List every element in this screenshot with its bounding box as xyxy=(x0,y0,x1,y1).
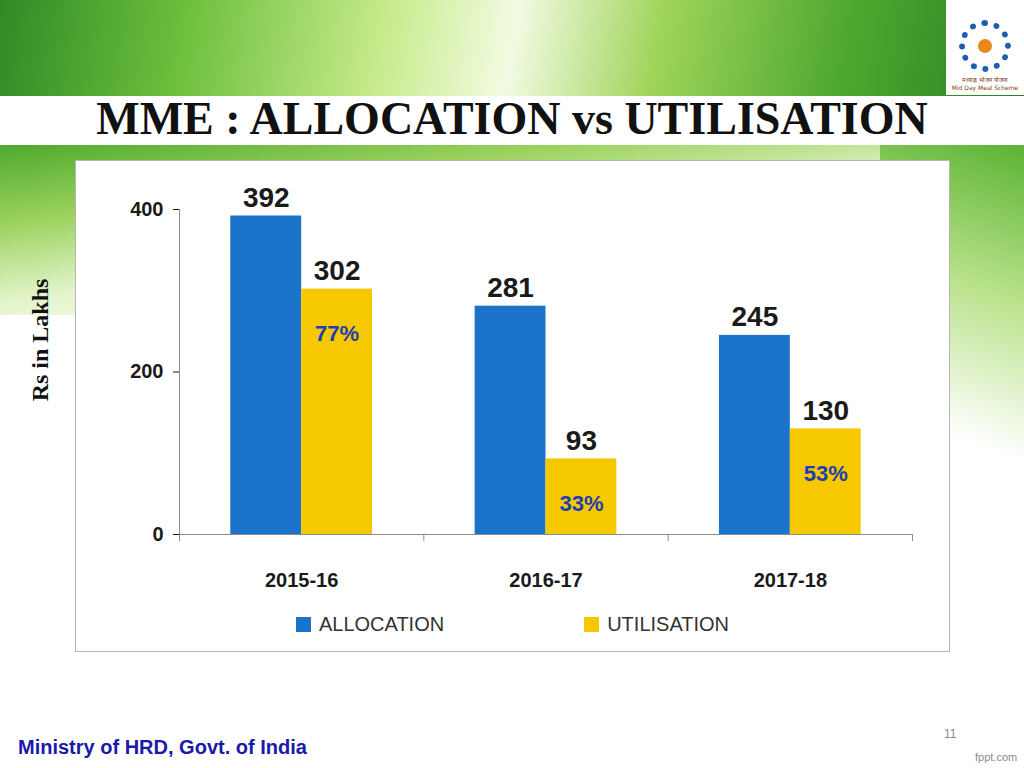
svg-text:200: 200 xyxy=(130,360,163,382)
html-text:Rs in Lakhs: Rs in Lakhs xyxy=(26,278,53,402)
svg-text:2016-17: 2016-17 xyxy=(509,569,582,591)
html-text:Ministry of HRD, Govt. of Indi: Ministry of HRD, Govt. of India xyxy=(18,736,307,758)
svg-text:130: 130 xyxy=(802,395,849,426)
svg-text:245: 245 xyxy=(732,301,779,332)
html-text:11: 11 xyxy=(944,727,957,741)
html-text:Mid Day Meal Scheme: Mid Day Meal Scheme xyxy=(951,84,1019,91)
html-text:MME : ALLOCATION vs UTILISATIO: MME : ALLOCATION vs UTILISATION xyxy=(96,93,928,144)
svg-text:77%: 77% xyxy=(315,321,359,346)
svg-text:392: 392 xyxy=(243,182,290,213)
svg-text:0: 0 xyxy=(152,523,163,545)
svg-text:53%: 53% xyxy=(804,461,848,486)
html-text:fppt.com: fppt.com xyxy=(975,751,1018,763)
html-text:ALLOCATION: ALLOCATION xyxy=(319,613,445,635)
svg-text:93: 93 xyxy=(566,425,597,456)
html-text:मध्याह्न भोजन योजना: मध्याह्न भोजन योजना xyxy=(962,76,1008,83)
svg-text:400: 400 xyxy=(130,198,163,220)
svg-text:281: 281 xyxy=(487,272,534,303)
html-text:UTILISATION: UTILISATION xyxy=(607,613,729,635)
svg-text:2017-18: 2017-18 xyxy=(754,569,827,591)
svg-text:2015-16: 2015-16 xyxy=(265,569,338,591)
svg-text:33%: 33% xyxy=(559,491,603,516)
svg-text:302: 302 xyxy=(314,255,361,286)
